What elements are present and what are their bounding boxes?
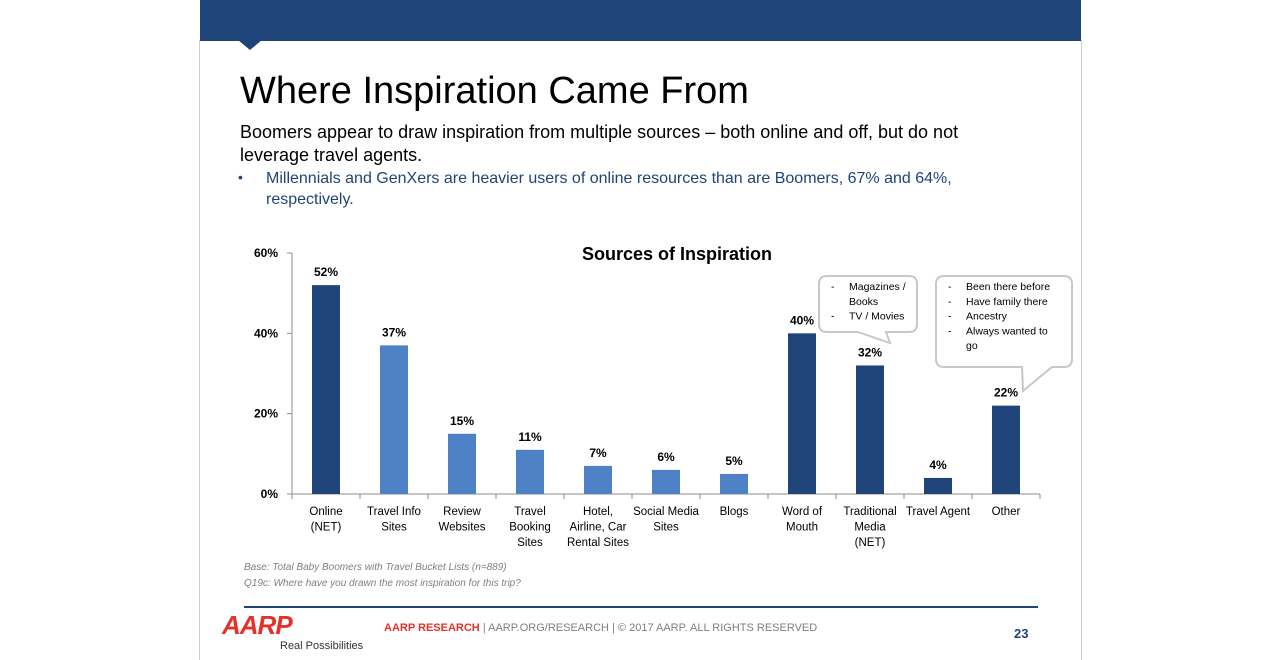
footer-rule — [244, 606, 1038, 608]
category-label: Travel — [514, 506, 546, 518]
category-label: Other — [992, 506, 1021, 518]
aarp-logo-word: AARP — [222, 610, 293, 640]
bar — [516, 449, 544, 494]
page-number: 23 — [1014, 626, 1029, 641]
data-label: 5% — [725, 454, 743, 468]
category-label: Traditional — [843, 506, 896, 518]
y-tick-label: 60% — [254, 246, 278, 260]
bullet-text: Millennials and GenXers are heavier user… — [266, 170, 952, 208]
callout-item: Have family there — [966, 296, 1048, 308]
data-label: 32% — [858, 345, 882, 359]
slide: Where Inspiration Came From Boomers appe… — [200, 0, 1081, 660]
footer-text: AARP RESEARCH | AARP.ORG/RESEARCH | © 20… — [384, 622, 817, 634]
data-label: 40% — [790, 313, 814, 327]
data-label: 11% — [518, 430, 542, 444]
category-label: Online — [309, 506, 342, 518]
category-label: Sites — [653, 522, 679, 534]
callout-dash: - — [831, 311, 835, 323]
category-label: Booking — [509, 522, 551, 534]
bar — [788, 333, 816, 494]
callout-bubble — [935, 275, 1073, 394]
data-label: 15% — [450, 414, 474, 428]
callout-dash: - — [948, 311, 952, 323]
bar-chart: Sources of Inspiration 0% 20% 40% 60% 52% Onli… — [254, 244, 1073, 549]
slide-subtitle: Boomers appear to draw inspiration from … — [240, 122, 959, 165]
category-label: Word of — [782, 506, 823, 518]
category-label: Media — [854, 522, 886, 534]
data-label: 6% — [657, 450, 675, 464]
y-tick-label: 0% — [261, 487, 279, 501]
bar — [312, 285, 340, 494]
category-label: Rental Sites — [567, 537, 629, 549]
slide-left-edge — [199, 40, 200, 660]
footer-rights: | AARP.ORG/RESEARCH | © 2017 AARP. ALL R… — [479, 622, 818, 634]
slide-title: Where Inspiration Came From — [240, 70, 749, 112]
header-band-notch — [238, 40, 262, 50]
callout-item: go — [966, 340, 978, 352]
callout-item: TV / Movies — [849, 311, 904, 323]
category-label: Travel Info — [367, 506, 421, 518]
callout-dash: - — [948, 296, 952, 308]
category-label: Review — [443, 506, 481, 518]
data-label: 52% — [314, 265, 338, 279]
bar — [720, 473, 748, 494]
category-label: Websites — [438, 522, 485, 534]
bar — [380, 345, 408, 494]
bar — [584, 465, 612, 494]
callout-dash: - — [948, 281, 952, 293]
callout-item: Been there before — [966, 281, 1050, 293]
callout-traditional-media: - Magazines / Books - TV / Movies — [818, 275, 918, 345]
callout-item: Ancestry — [966, 311, 1008, 323]
category-label: Mouth — [786, 522, 818, 534]
y-tick-label: 40% — [254, 326, 278, 340]
callout-dash: - — [831, 281, 835, 293]
header-band — [200, 0, 1081, 41]
category-label: Travel Agent — [906, 506, 971, 518]
category-label: (NET) — [311, 522, 342, 534]
category-label: Hotel, — [583, 506, 613, 518]
callout-item: Always wanted to — [966, 325, 1048, 337]
bullet-icon: • — [238, 169, 243, 185]
category-label: Airline, Car — [570, 522, 627, 534]
callout-other: - Been there before - Have family there - Anc… — [935, 275, 1073, 394]
bar — [992, 405, 1020, 494]
data-label: 22% — [994, 386, 1018, 400]
callout-item: Magazines / — [849, 281, 906, 293]
callout-item: Books — [849, 296, 878, 308]
category-label: Blogs — [720, 506, 749, 518]
data-label: 7% — [589, 446, 607, 460]
data-label: 37% — [382, 325, 406, 339]
bar — [924, 477, 952, 494]
slide-right-edge — [1081, 40, 1082, 660]
data-label: 4% — [929, 458, 947, 472]
callout-bubble — [818, 275, 918, 345]
bar — [652, 469, 680, 494]
category-label: (NET) — [855, 537, 886, 549]
base-note: Base: Total Baby Boomers with Travel Buc… — [244, 562, 507, 573]
bar — [448, 433, 476, 494]
aarp-logo-tagline: Real Possibilities — [280, 640, 364, 652]
callout-dash: - — [948, 325, 952, 337]
footer-brand: AARP RESEARCH — [384, 622, 480, 634]
chart-title: Sources of Inspiration — [582, 244, 772, 264]
y-tick-label: 20% — [254, 407, 278, 421]
question-note: Q19c: Where have you drawn the most insp… — [244, 578, 521, 589]
category-label: Social Media — [633, 506, 699, 518]
category-label: Sites — [517, 537, 543, 549]
aarp-logo: AARP Real Possibilities — [222, 610, 364, 655]
category-label: Sites — [381, 522, 407, 534]
bar — [856, 365, 884, 494]
